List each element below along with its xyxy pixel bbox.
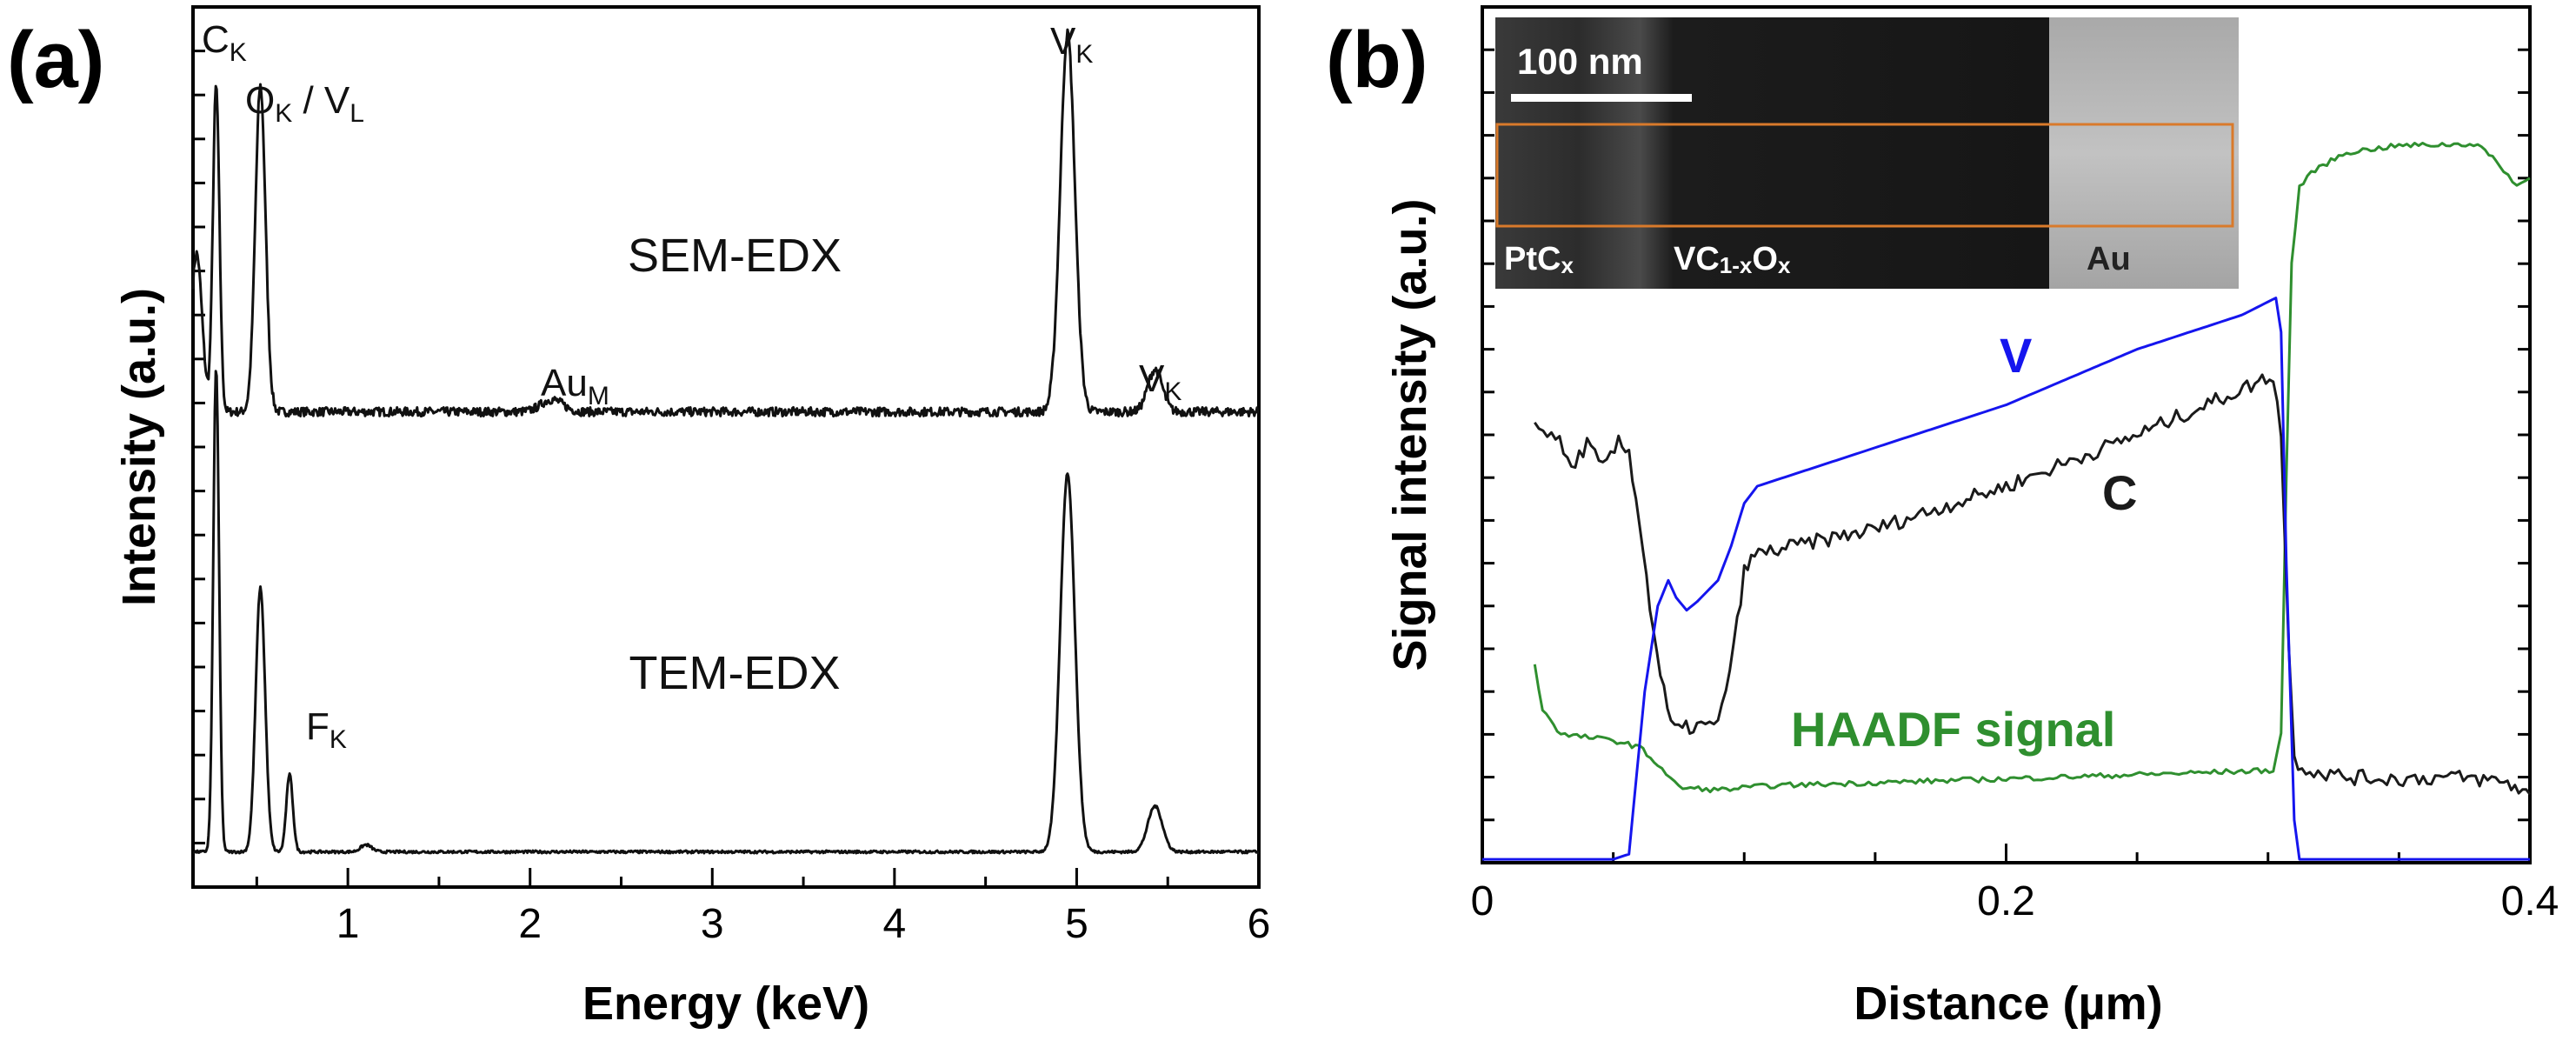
series-label-haadf: HAADF signal <box>1791 702 2115 757</box>
panel-a: (a) 1 2 3 4 5 6 Energy (keV) Intensity (… <box>7 5 1271 1030</box>
x-tick-label: 1 <box>336 901 360 947</box>
x-tick-label: 3 <box>701 901 724 947</box>
v-signal-line <box>1482 297 2530 861</box>
x-axis-title-b: Distance (µm) <box>1854 978 2162 1030</box>
sem-edx-label: SEM-EDX <box>628 230 842 282</box>
inset-label-ptcx: PtCx <box>1504 241 1574 278</box>
peak-label-c-k: CK <box>202 18 247 67</box>
tem-edx-spectrum-line <box>192 370 1261 855</box>
tem-inset-image: 100 nm PtCx VC1-xOx Au <box>1495 17 2239 289</box>
y-axis-title-a: Intensity (a.u.) <box>113 288 165 606</box>
x-tick-label: 5 <box>1065 901 1088 947</box>
x-axis-title-a: Energy (keV) <box>582 978 869 1030</box>
x-tick-label: 6 <box>1248 901 1271 947</box>
haadf-signal-line <box>1533 142 2531 794</box>
series-label-v: V <box>2000 328 2032 383</box>
panel-a-label: (a) <box>7 16 104 104</box>
peak-label-v-k-main: VK <box>1050 20 1093 69</box>
inset-selection-box <box>1495 123 2234 228</box>
peak-label-v-k-beta: VK <box>1139 357 1181 406</box>
peak-label-f-k: FK <box>306 705 347 754</box>
y-ticks-b <box>1482 48 2530 822</box>
y-axis-title-b: Signal intensity (a.u.) <box>1384 198 1436 671</box>
tem-edx-label: TEM-EDX <box>629 647 841 699</box>
panel-b: (b) 0 0.2 0.4 Distance (µm) Signal inten… <box>1326 5 2559 1030</box>
scale-bar-label: 100 nm <box>1517 41 1643 82</box>
peak-label-au-m: AuM <box>541 362 609 410</box>
scale-bar <box>1511 94 1692 102</box>
y-ticks-a <box>193 50 205 844</box>
x-ticks-a <box>255 868 1261 887</box>
inset-label-au: Au <box>2087 241 2131 277</box>
peak-label-o-k-v-l: OK / VL <box>245 79 364 128</box>
inset-au-region <box>2049 17 2239 289</box>
series-label-c: C <box>2102 465 2137 520</box>
c-signal-line <box>1534 373 2532 796</box>
x-tick-label: 0.2 <box>1977 878 2035 924</box>
x-tick-label: 0.4 <box>2501 878 2559 924</box>
x-tick-label: 0 <box>1471 878 1494 924</box>
inset-dark-region <box>1495 17 2052 289</box>
panel-b-label: (b) <box>1326 16 1428 104</box>
inset-label-vcox: VC1-xOx <box>1674 241 1791 278</box>
plot-frame-a <box>191 5 1261 889</box>
x-tick-label: 2 <box>518 901 542 947</box>
sem-edx-spectrum-line <box>191 28 1260 418</box>
x-tick-label: 4 <box>883 901 907 947</box>
